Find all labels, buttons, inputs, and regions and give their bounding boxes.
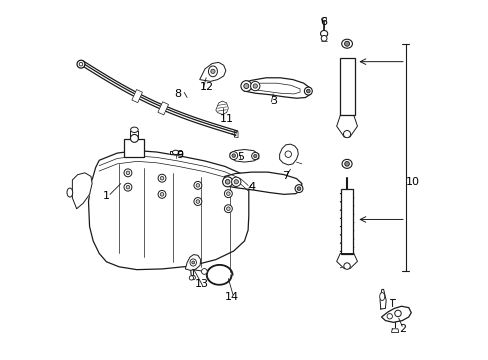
Ellipse shape (130, 127, 138, 132)
Ellipse shape (67, 188, 73, 197)
Ellipse shape (158, 174, 165, 182)
Ellipse shape (320, 31, 327, 37)
Polygon shape (241, 78, 310, 98)
Bar (124, 139, 144, 157)
Ellipse shape (321, 36, 326, 41)
Polygon shape (379, 289, 386, 309)
Polygon shape (215, 101, 228, 114)
Ellipse shape (130, 134, 138, 142)
Text: 11: 11 (219, 114, 233, 124)
Polygon shape (279, 144, 298, 165)
Polygon shape (223, 172, 301, 194)
Ellipse shape (190, 259, 196, 266)
Ellipse shape (343, 131, 350, 138)
Ellipse shape (194, 198, 202, 206)
Ellipse shape (304, 87, 312, 95)
Polygon shape (336, 116, 357, 137)
Ellipse shape (222, 177, 232, 187)
Ellipse shape (210, 69, 215, 73)
Ellipse shape (172, 150, 179, 154)
Ellipse shape (196, 184, 199, 187)
Ellipse shape (394, 310, 400, 317)
Ellipse shape (126, 171, 129, 175)
Polygon shape (185, 255, 201, 270)
Polygon shape (72, 173, 92, 209)
Polygon shape (230, 149, 258, 162)
Ellipse shape (244, 84, 248, 89)
Ellipse shape (294, 185, 303, 193)
Ellipse shape (344, 41, 349, 46)
Ellipse shape (160, 193, 163, 196)
Ellipse shape (160, 176, 163, 180)
Text: 13: 13 (194, 279, 208, 289)
Ellipse shape (224, 190, 232, 198)
Ellipse shape (158, 190, 165, 198)
Polygon shape (336, 253, 357, 269)
Polygon shape (234, 131, 238, 138)
Ellipse shape (79, 62, 82, 66)
Ellipse shape (196, 200, 199, 203)
Ellipse shape (229, 152, 237, 159)
Ellipse shape (379, 293, 384, 301)
Ellipse shape (297, 187, 300, 190)
Ellipse shape (225, 180, 229, 184)
Text: 5: 5 (237, 152, 244, 162)
Ellipse shape (341, 159, 351, 168)
Ellipse shape (231, 154, 235, 157)
Ellipse shape (321, 18, 326, 21)
Text: 1: 1 (103, 191, 110, 201)
Text: 12: 12 (200, 82, 213, 92)
Ellipse shape (77, 60, 85, 68)
Text: 2: 2 (398, 324, 405, 334)
Ellipse shape (343, 263, 349, 269)
Polygon shape (391, 329, 398, 332)
Ellipse shape (124, 169, 132, 177)
Text: 10: 10 (405, 177, 419, 187)
Ellipse shape (234, 180, 238, 184)
Ellipse shape (224, 205, 232, 213)
Bar (158, 102, 168, 115)
Ellipse shape (231, 177, 241, 186)
Ellipse shape (191, 275, 195, 280)
Ellipse shape (306, 89, 309, 93)
Text: 14: 14 (224, 292, 239, 302)
Polygon shape (381, 306, 410, 322)
Ellipse shape (241, 81, 251, 91)
Ellipse shape (226, 207, 230, 211)
Text: 6: 6 (319, 17, 326, 27)
Ellipse shape (285, 151, 291, 157)
Polygon shape (199, 62, 225, 81)
Ellipse shape (253, 154, 256, 158)
Bar (339, 58, 354, 116)
Polygon shape (246, 83, 300, 94)
Polygon shape (169, 150, 182, 154)
Ellipse shape (189, 276, 193, 280)
Ellipse shape (386, 314, 392, 319)
Ellipse shape (124, 183, 132, 191)
Ellipse shape (226, 192, 230, 195)
Text: 4: 4 (247, 182, 255, 192)
Ellipse shape (194, 181, 202, 189)
Polygon shape (88, 150, 248, 270)
Ellipse shape (341, 39, 352, 48)
Ellipse shape (251, 152, 258, 159)
Ellipse shape (191, 261, 194, 264)
Ellipse shape (126, 185, 129, 189)
Ellipse shape (250, 81, 260, 91)
Ellipse shape (344, 162, 349, 166)
Ellipse shape (208, 66, 217, 77)
Ellipse shape (201, 269, 207, 274)
Bar (341, 189, 352, 253)
Text: 9: 9 (176, 150, 183, 160)
Text: 7: 7 (282, 171, 289, 181)
Text: 8: 8 (174, 89, 182, 99)
Ellipse shape (253, 84, 257, 88)
Text: 3: 3 (269, 96, 276, 106)
Bar (132, 90, 142, 103)
